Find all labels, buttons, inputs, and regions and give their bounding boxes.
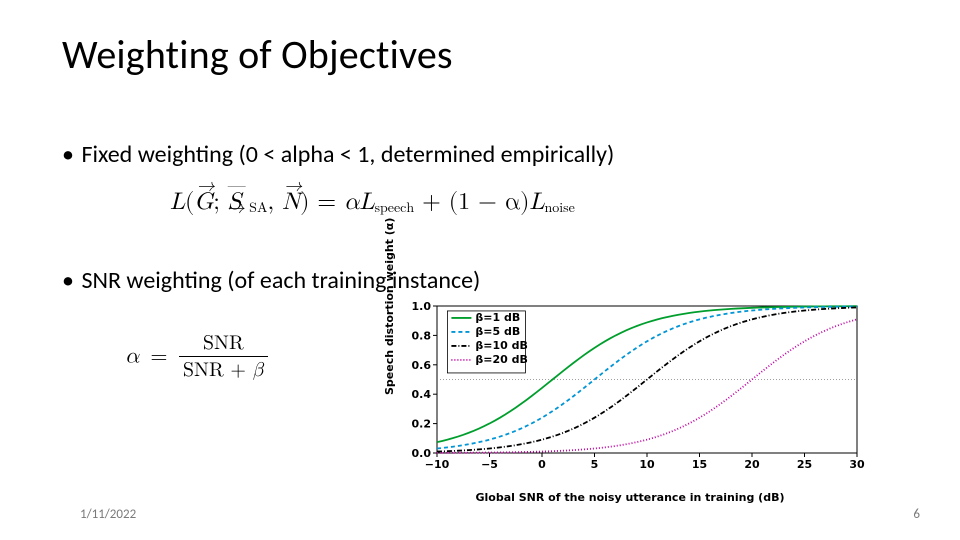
svg-text:20: 20 xyxy=(744,458,760,471)
vec-N: N xyxy=(282,190,300,214)
chart-ylabel: Speech distortion weight (α) xyxy=(383,218,396,395)
footer-page: 6 xyxy=(913,507,920,522)
svg-text:0.2: 0.2 xyxy=(412,418,432,431)
svg-text:0.0: 0.0 xyxy=(412,447,432,460)
svg-text:0.4: 0.4 xyxy=(412,388,432,401)
svg-text:β=20 dB: β=20 dB xyxy=(475,353,528,366)
svg-text:15: 15 xyxy=(692,458,707,471)
svg-text:−5: −5 xyxy=(481,458,498,471)
bullet-1-text: Fixed weighting (0 < alpha < 1, determin… xyxy=(81,140,614,169)
svg-text:β=5 dB: β=5 dB xyxy=(475,325,520,338)
equation-loss: L(G; S SA, N) = αLspeech + (1 − α)Lnoise xyxy=(170,188,575,217)
svg-text:25: 25 xyxy=(797,458,812,471)
bullet-2-text: SNR weighting (of each training instance… xyxy=(81,266,480,295)
chart-svg: −10−50510152025300.00.20.40.60.81.0β=1 d… xyxy=(395,300,865,475)
svg-text:1.0: 1.0 xyxy=(412,300,432,313)
svg-text:β=10 dB: β=10 dB xyxy=(475,339,528,352)
bullet-1: • Fixed weighting (0 < alpha < 1, determ… xyxy=(62,140,614,169)
svg-text:0.8: 0.8 xyxy=(412,329,432,342)
svg-text:0: 0 xyxy=(538,458,546,471)
svg-text:10: 10 xyxy=(639,458,655,471)
bullet-dot: • xyxy=(62,140,76,169)
vec-G: G xyxy=(194,190,213,214)
slide-title: Weighting of Objectives xyxy=(62,30,453,79)
vec-S: S xyxy=(228,190,241,214)
slide: Weighting of Objectives • Fixed weightin… xyxy=(0,0,960,540)
svg-text:β=1 dB: β=1 dB xyxy=(475,311,520,324)
svg-text:5: 5 xyxy=(591,458,599,471)
chart-xlabel: Global SNR of the noisy utterance in tra… xyxy=(395,491,865,504)
fraction: SNR SNR + β xyxy=(179,330,268,383)
snr-chart: Speech distortion weight (α) −10−5051015… xyxy=(395,300,865,490)
footer-date: 1/11/2022 xyxy=(80,507,136,522)
bullet-2: • SNR weighting (of each training instan… xyxy=(62,266,480,295)
bullet-dot: • xyxy=(62,266,76,295)
svg-text:0.6: 0.6 xyxy=(412,359,432,372)
equation-alpha: α = SNR SNR + β xyxy=(125,330,268,383)
svg-text:30: 30 xyxy=(849,458,865,471)
